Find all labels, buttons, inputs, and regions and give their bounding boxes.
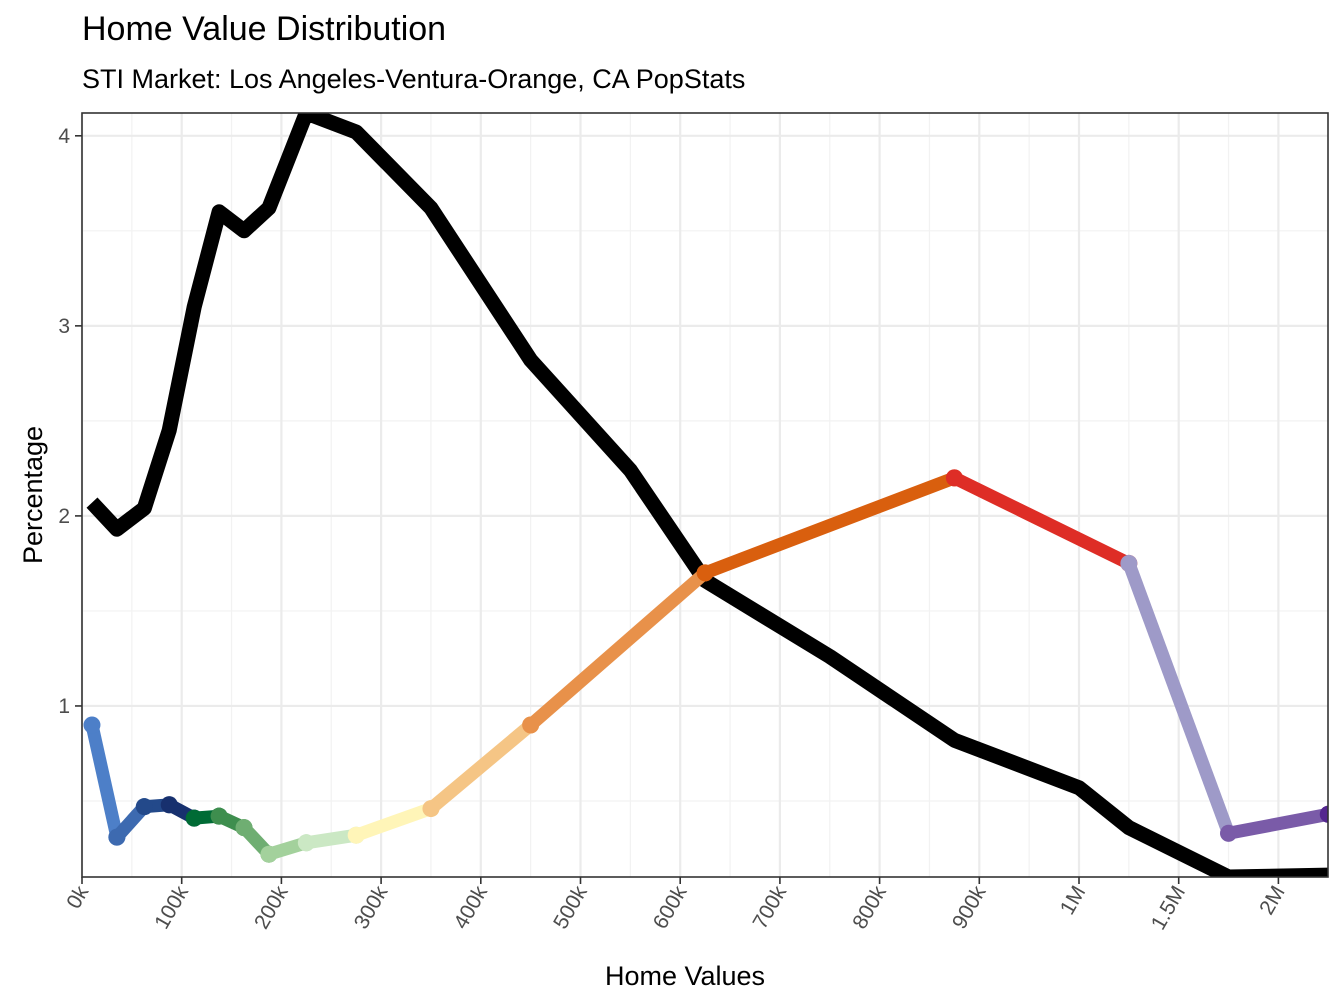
series-point [297,834,315,852]
x-tick-label: 2M [1255,882,1290,919]
series-point [696,564,714,582]
series-line-segment [354,802,434,842]
series-point [347,826,365,844]
chart-subtitle: STI Market: Los Angeles-Ventura-Orange, … [82,64,746,94]
series-point [1120,554,1138,572]
y-tick-label: 3 [58,315,70,338]
series-point [260,845,278,863]
series-point [83,716,101,734]
series-point [108,828,126,846]
y-axis: 1 2 3 4 [58,125,82,718]
x-tick-label: 200k [250,882,293,933]
minor-gridlines [82,113,1328,877]
y-axis-title: Percentage [18,426,48,564]
series-point [160,796,178,814]
x-tick-label: 0k [62,882,93,913]
series-point [185,809,203,827]
x-tick-label: 900k [948,882,991,933]
series-layer [83,113,1328,877]
series-point [235,819,253,837]
y-tick-label: 4 [58,125,70,148]
chart-title: Home Value Distribution [82,10,447,48]
x-tick-label: 300k [350,882,393,933]
y-tick-label: 2 [58,505,70,528]
major-gridlines [80,113,1328,877]
series-point [135,798,153,816]
x-tick-label: 1.5M [1147,882,1190,934]
series-line-segment [1122,561,1235,836]
x-tick-label: 100k [150,882,193,933]
x-tick-label: 800k [848,882,891,933]
y-tick-label: 1 [58,695,70,718]
x-tick-label: 500k [549,882,592,933]
x-tick-label: 1M [1056,882,1091,919]
x-tick-label: 700k [749,882,792,933]
series-line-segment [1227,807,1328,840]
series-line-segment [951,472,1132,570]
plot-panel-border [81,112,1329,878]
series-line-segment [526,568,710,730]
x-axis: 0k 100k 200k 300k 400k 500k 600k 700k 800k 900k 1M… [62,877,1290,934]
series-point [422,800,440,818]
series-line-segment [85,723,124,839]
series-point [1220,824,1238,842]
series-point [1319,805,1328,823]
x-tick-label: 400k [449,882,492,933]
series-line-total [86,113,1328,877]
series-line-segment [426,720,535,814]
x-tick-label: 600k [649,882,692,933]
x-axis-title: Home Values [605,961,765,991]
series-point [945,469,963,487]
series-point [522,716,540,734]
series-point [210,807,228,825]
series-line-segment [702,471,957,579]
